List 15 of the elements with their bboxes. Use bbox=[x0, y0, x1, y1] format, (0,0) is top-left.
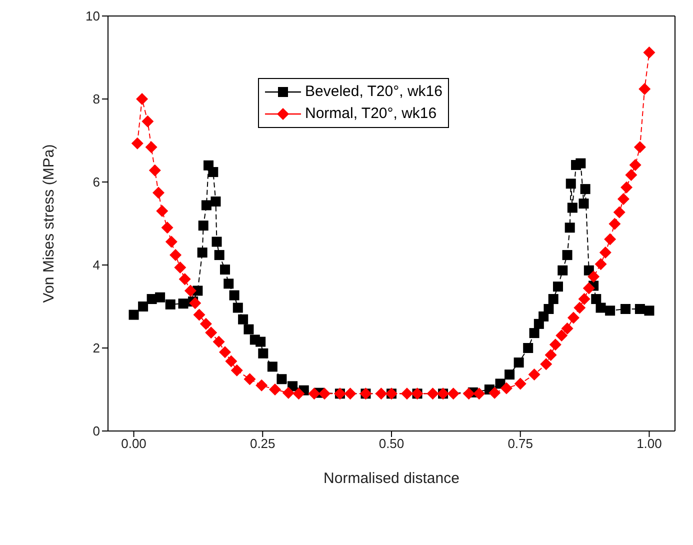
y-tick-label: 2 bbox=[92, 340, 100, 356]
legend-label: Beveled, T20°, wk16 bbox=[305, 82, 442, 102]
x-axis-title: Normalised distance bbox=[324, 470, 460, 487]
x-tick-label: 0.00 bbox=[121, 436, 146, 452]
y-tick-label: 0 bbox=[92, 424, 100, 439]
y-tick-label: 6 bbox=[92, 174, 100, 190]
y-tick-label: 4 bbox=[92, 258, 100, 273]
x-tick-label: 0.75 bbox=[508, 436, 534, 452]
x-tick-label: 0.25 bbox=[250, 436, 276, 452]
y-tick-label: 8 bbox=[92, 92, 100, 107]
x-tick-label: 1.00 bbox=[636, 436, 662, 452]
y-axis-title: Von Mises stress (MPa) bbox=[40, 144, 58, 303]
y-tick-label: 10 bbox=[86, 8, 100, 24]
x-tick-label: 0.50 bbox=[378, 436, 404, 452]
legend-label: Normal, T20°, wk16 bbox=[305, 104, 437, 124]
